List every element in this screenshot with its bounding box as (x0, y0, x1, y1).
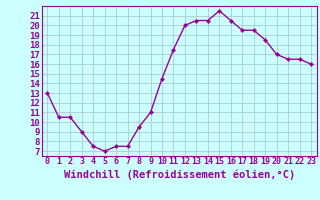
X-axis label: Windchill (Refroidissement éolien,°C): Windchill (Refroidissement éolien,°C) (64, 169, 295, 180)
